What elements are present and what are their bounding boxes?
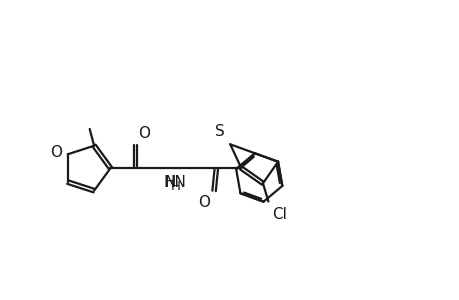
Text: O: O (50, 146, 62, 160)
Text: O: O (198, 195, 210, 210)
Text: Cl: Cl (271, 207, 286, 222)
Text: H: H (171, 180, 180, 193)
Text: O: O (137, 126, 150, 141)
Text: HN: HN (163, 175, 186, 190)
Text: N: N (164, 175, 175, 190)
Text: S: S (214, 124, 224, 139)
